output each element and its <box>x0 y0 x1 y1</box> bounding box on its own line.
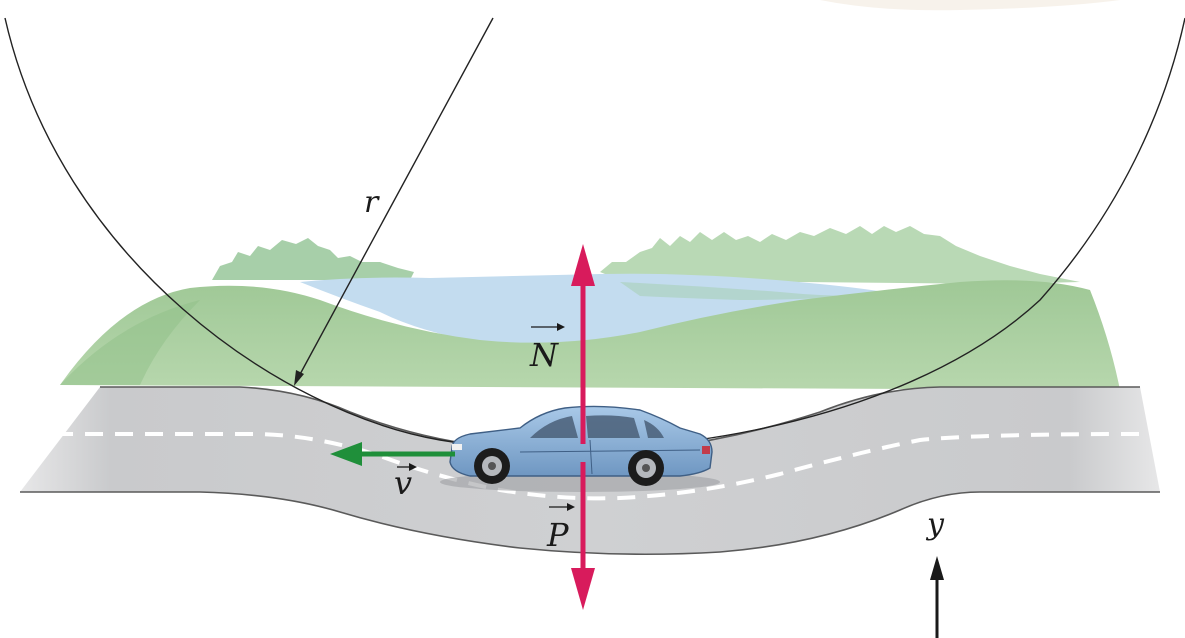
velocity-label-group: v <box>394 463 417 502</box>
meadow-shade <box>60 300 200 385</box>
weight-label-group: P <box>546 503 575 554</box>
y-axis-label: y <box>925 507 945 542</box>
over-arrow-icon <box>409 463 417 471</box>
landscape-background <box>60 226 1120 390</box>
velocity-arrow <box>330 442 455 466</box>
trees-left <box>212 238 414 280</box>
y-axis <box>930 556 944 638</box>
lake-reflection <box>620 282 860 300</box>
weight-arrow <box>571 462 595 610</box>
normal-force-label-group: N <box>529 323 565 374</box>
top-right-shape <box>820 0 1120 11</box>
weight-label: P <box>546 516 569 554</box>
headlight <box>452 444 462 450</box>
taillight <box>702 446 710 454</box>
radius-line <box>294 17 494 386</box>
front-wheel <box>474 448 510 484</box>
y-axis-arrowhead <box>930 556 944 580</box>
weight-arrowhead <box>571 568 595 610</box>
velocity-arrowhead <box>330 442 362 466</box>
normal-force-label: N <box>529 336 559 374</box>
radius-arrowhead <box>294 370 304 386</box>
normal-force-arrow <box>571 244 595 444</box>
trees-right <box>600 226 1080 284</box>
road-bottom-edge <box>20 491 1160 556</box>
radius-label: r <box>364 185 380 220</box>
rear-wheel <box>628 450 664 486</box>
sedan-car <box>440 405 720 492</box>
over-arrow-icon <box>567 503 575 511</box>
normal-force-arrowhead <box>571 244 595 286</box>
car-windows <box>530 415 664 438</box>
meadow <box>60 280 1120 390</box>
velocity-label: v <box>394 464 412 502</box>
over-arrow-icon <box>557 323 565 331</box>
